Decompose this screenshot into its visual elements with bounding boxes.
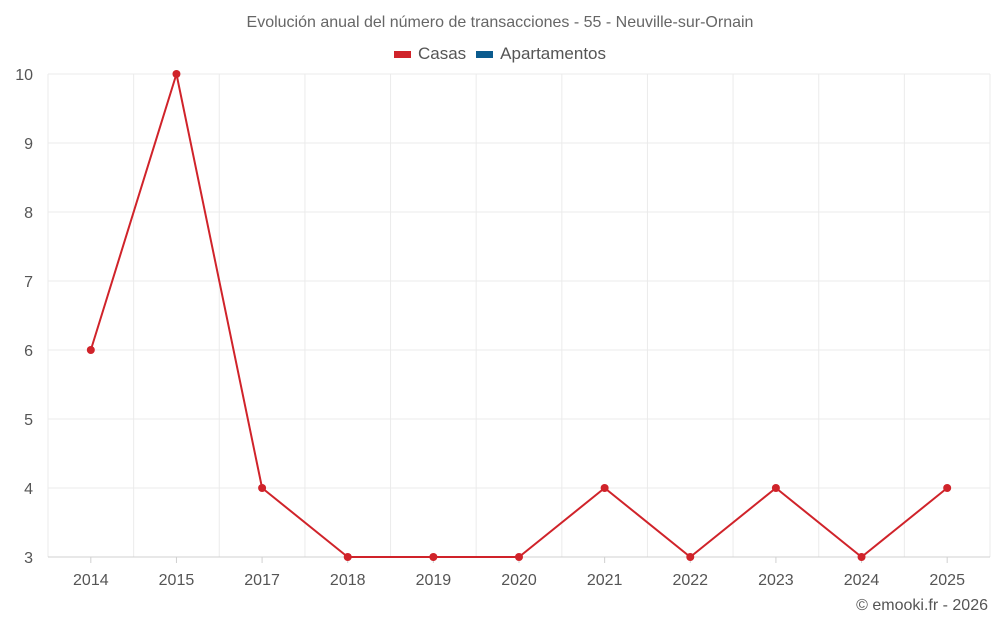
chart-title: Evolución anual del número de transaccio… bbox=[246, 14, 754, 31]
y-tick-label: 3 bbox=[24, 550, 33, 567]
legend-item-casas[interactable]: Casas bbox=[393, 44, 467, 64]
x-tick-label: 2019 bbox=[416, 572, 452, 589]
data-point bbox=[771, 484, 780, 492]
y-tick-label: 6 bbox=[24, 343, 33, 360]
y-tick-label: 5 bbox=[24, 412, 33, 429]
data-point bbox=[172, 70, 181, 78]
x-tick-label: 2023 bbox=[758, 572, 794, 589]
x-tick-label: 2022 bbox=[672, 572, 708, 589]
data-point bbox=[429, 553, 438, 561]
data-point bbox=[86, 346, 95, 354]
legend: Casas Apartamentos bbox=[0, 44, 1000, 64]
x-tick-label: 2015 bbox=[159, 572, 195, 589]
y-tick-label: 10 bbox=[15, 67, 33, 84]
y-tick-label: 4 bbox=[24, 481, 33, 498]
credit-text: © emooki.fr - 2026 bbox=[856, 597, 988, 614]
y-tick-label: 8 bbox=[24, 205, 33, 222]
x-tick-label: 2014 bbox=[73, 572, 109, 589]
data-point bbox=[258, 484, 267, 492]
data-point bbox=[943, 484, 952, 492]
x-tick-label: 2020 bbox=[501, 572, 537, 589]
x-tick-label: 2024 bbox=[844, 572, 880, 589]
legend-swatch-casas bbox=[393, 50, 411, 58]
x-tick-label: 2017 bbox=[244, 572, 280, 589]
y-tick-label: 7 bbox=[24, 274, 33, 291]
legend-swatch-apartamentos bbox=[476, 50, 494, 58]
data-point bbox=[515, 553, 523, 561]
legend-label-apartamentos: Apartamentos bbox=[500, 44, 607, 63]
data-point bbox=[857, 553, 866, 561]
legend-label-casas: Casas bbox=[417, 44, 467, 63]
x-tick-label: 2018 bbox=[330, 572, 366, 589]
data-point bbox=[686, 553, 695, 561]
legend-item-apartamentos[interactable]: Apartamentos bbox=[476, 44, 606, 64]
x-tick-label: 2025 bbox=[929, 572, 965, 589]
data-point bbox=[600, 484, 609, 492]
x-tick-label: 2021 bbox=[587, 572, 623, 589]
data-point bbox=[343, 553, 352, 561]
y-tick-label: 9 bbox=[24, 136, 33, 153]
